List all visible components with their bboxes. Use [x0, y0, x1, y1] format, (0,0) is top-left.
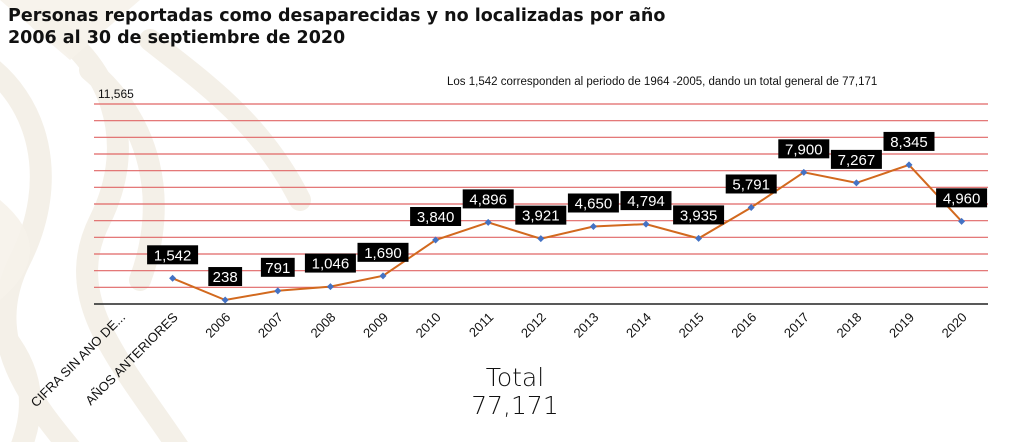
data-point-marker [800, 168, 808, 176]
chart-title-line1: Personas reportadas como desaparecidas y… [8, 6, 666, 26]
data-label-box [673, 205, 725, 225]
data-point-marker [905, 161, 913, 169]
data-label-text: 7,900 [785, 141, 823, 158]
chart-title: Personas reportadas como desaparecidas y… [8, 5, 665, 49]
series-line [172, 163, 963, 302]
data-point-marker [695, 234, 703, 242]
data-label-text: 8,345 [890, 134, 928, 151]
data-point-marker [484, 218, 492, 226]
data-point-marker [852, 179, 860, 187]
data-label-box [515, 205, 567, 225]
data-label-box [725, 174, 777, 194]
data-point-marker [326, 283, 334, 291]
data-label: 5,791 [725, 174, 777, 194]
data-label: 1,690 [357, 242, 409, 262]
data-point-marker [379, 272, 387, 280]
data-label: 4,650 [567, 193, 619, 213]
data-label-box [260, 257, 295, 277]
data-label-box [147, 245, 199, 265]
x-tick-label: 2020 [939, 310, 970, 341]
data-label: 791 [260, 257, 295, 277]
x-tick-label: 2008 [307, 310, 338, 341]
data-label: 7,267 [830, 149, 882, 169]
data-label-box [304, 253, 356, 273]
data-label-text: 238 [213, 269, 238, 286]
total-value: 77,171 [471, 391, 559, 420]
data-label: 1,046 [304, 253, 356, 273]
x-tick-label: 2013 [570, 310, 601, 341]
data-label-box [620, 191, 672, 211]
data-point-marker [958, 217, 966, 225]
y-axis-max-label: 11,565 [98, 87, 134, 101]
data-label-text: 5,791 [732, 176, 770, 193]
x-tick-label: 2010 [413, 310, 444, 341]
x-tick-label: 2012 [518, 310, 549, 341]
data-point-marker [432, 236, 440, 244]
data-label: 8,345 [883, 131, 935, 151]
chart-annotation: Los 1,542 corresponden al periodo de 196… [447, 76, 878, 88]
data-label-text: 3,935 [680, 207, 718, 224]
data-label-box [883, 131, 935, 151]
data-label-text: 7,267 [838, 152, 876, 169]
data-label-text: 791 [265, 260, 290, 277]
data-label-box [357, 242, 409, 262]
data-label-box [830, 149, 882, 169]
data-label-text: 1,046 [312, 256, 350, 273]
chart-title-line2: 2006 al 30 de septiembre de 2020 [8, 28, 346, 48]
x-tick-label: CIFRA SIN ANO DE... [28, 310, 129, 411]
x-tick-label: 2007 [255, 310, 286, 341]
data-label: 3,840 [410, 207, 462, 226]
data-label: 3,935 [673, 205, 725, 225]
data-label-text: 1,690 [364, 245, 402, 262]
data-label-box [410, 207, 462, 226]
total-label: Total [485, 363, 545, 392]
data-label-text: 4,650 [575, 196, 613, 213]
x-tick-label: 2014 [623, 310, 654, 341]
data-label-text: 4,960 [943, 190, 981, 207]
data-label-box [936, 188, 988, 208]
x-tick-label: 2015 [676, 310, 707, 341]
data-label-text: 1,542 [154, 247, 192, 264]
data-label-box [567, 193, 619, 213]
data-label-text: 4,896 [469, 191, 507, 208]
x-tick-label: 2018 [833, 310, 864, 341]
data-label: 4,794 [620, 191, 672, 211]
data-point-marker [274, 287, 282, 295]
x-tick-label: 2016 [728, 310, 759, 341]
data-point-marker [747, 203, 755, 211]
data-label: 7,900 [778, 139, 830, 159]
data-label: 3,921 [515, 205, 567, 225]
x-tick-label: 2019 [886, 310, 917, 341]
data-point-marker [537, 235, 545, 243]
data-point-marker [642, 220, 650, 228]
data-label: 1,542 [147, 245, 199, 265]
data-label-text: 3,840 [417, 209, 455, 226]
x-tick-label: 2006 [202, 310, 233, 341]
data-label-box [208, 267, 243, 287]
x-tick-label: AÑOS ANTERIORES [82, 309, 181, 408]
data-point-marker [169, 274, 177, 282]
data-label-box [462, 189, 514, 209]
x-tick-label: 2009 [360, 310, 391, 341]
data-label: 238 [208, 267, 243, 287]
x-tick-label: 2011 [466, 310, 496, 340]
data-label-text: 4,794 [627, 193, 665, 210]
data-point-marker [589, 223, 597, 230]
data-label-box [778, 139, 830, 159]
data-label: 4,960 [936, 188, 988, 208]
total-summary: Total 77,171 [440, 364, 590, 420]
data-label: 4,896 [462, 189, 514, 209]
data-label-text: 3,921 [522, 208, 560, 225]
data-point-marker [221, 296, 229, 304]
x-tick-label: 2017 [781, 310, 812, 341]
